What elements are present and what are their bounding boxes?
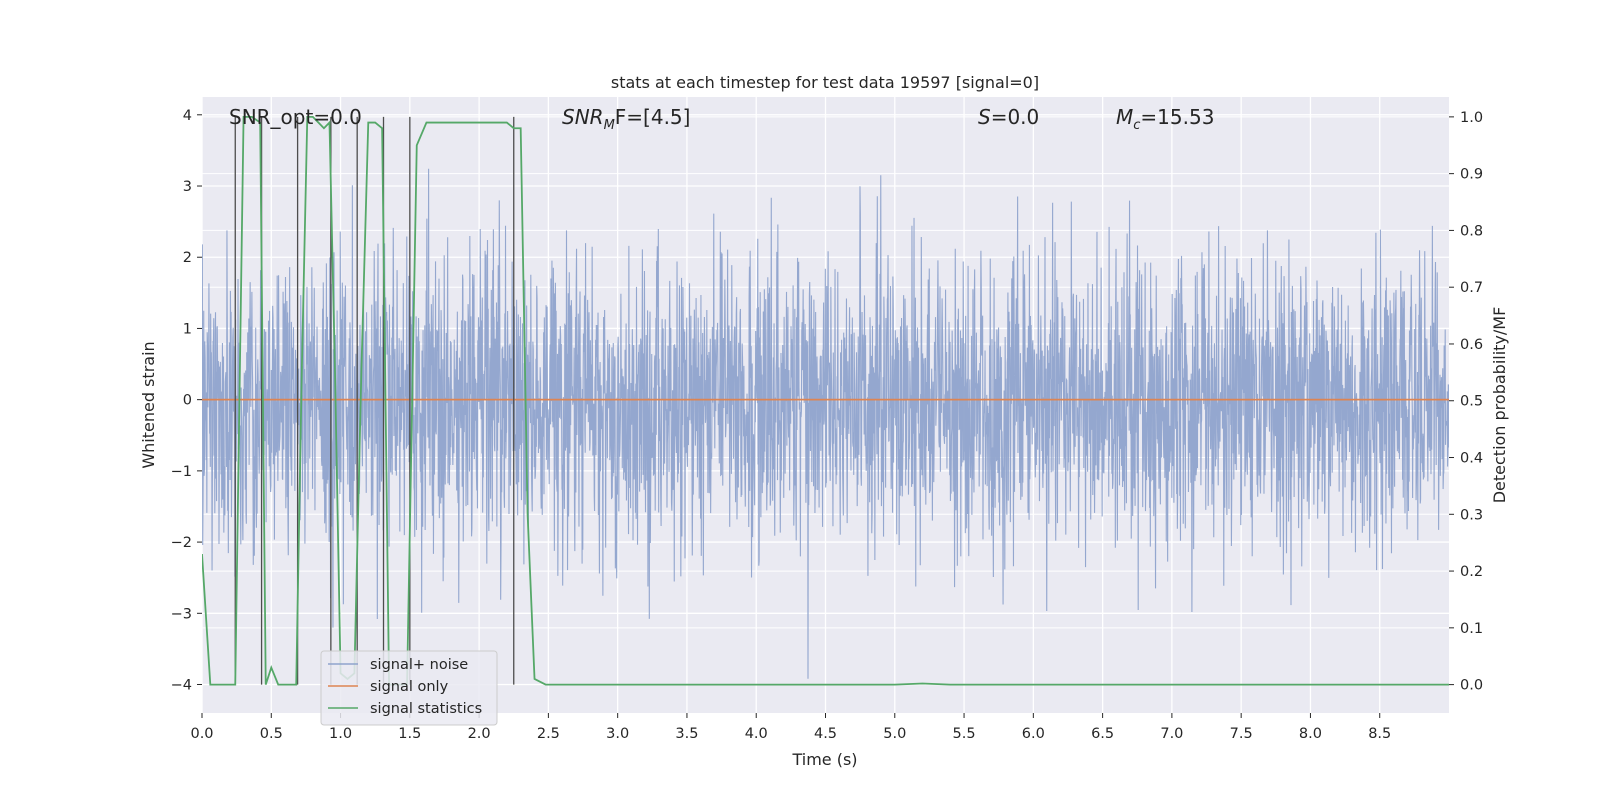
mc-sub: c [1133,118,1140,133]
snr-mf-sub: M [604,118,615,133]
x-axis-ticks: 0.0 0.5 1.0 1.5 2.0 2.5 3.0 3.5 4.0 4.5 5.0 5.5 6.0 6… [190,713,1391,742]
y2-tick-label: 1.0 [1460,110,1483,126]
mc-annotation: Mc=15.53 [1116,105,1214,133]
x-tick-label: 6.5 [1091,726,1114,742]
chart-title: stats at each timestep for test data 195… [611,73,1039,92]
s-var: S [978,105,991,129]
x-tick-label: 0.5 [260,726,283,742]
x-tick-label: 6.0 [1022,726,1045,742]
y2-tick-label: 0.3 [1460,507,1483,523]
legend-label-signal-only: signal only [370,679,449,695]
x-tick-label: 7.5 [1230,726,1253,742]
x-tick-label: 2.5 [537,726,560,742]
snr-opt-annotation: SNR_opt=0.0 [229,105,362,129]
s-annotation: S=0.0 [978,105,1039,129]
y2-tick-label: 0.9 [1460,167,1483,183]
y-tick-label: −3 [171,606,192,622]
snr-mf-annotation: SNRMF=[4.5] [562,105,690,133]
x-tick-label: 5.0 [883,726,906,742]
mc-var: M [1116,105,1133,129]
y2-tick-label: 0.1 [1460,621,1483,637]
y2-tick-label: 0.7 [1460,280,1483,296]
x-tick-label: 4.5 [814,726,837,742]
y-axis-label: Whitened strain [139,341,158,468]
x-tick-label: 7.0 [1160,726,1183,742]
y-tick-label: 0 [183,393,192,409]
legend-label-signal-noise: signal+ noise [370,657,468,673]
x-tick-label: 1.5 [398,726,421,742]
y2-tick-label: 0.0 [1460,678,1483,694]
x-tick-label: 8.0 [1299,726,1322,742]
x-tick-label: 3.0 [606,726,629,742]
y2-axis-label: Detection probability/MF [1490,307,1509,504]
snr-mf-tail: F=[4.5] [615,105,691,129]
snr-mf-main: SNR [562,105,604,129]
y-tick-label: −2 [171,535,192,551]
x-tick-label: 5.5 [953,726,976,742]
x-tick-label: 8.5 [1368,726,1391,742]
y2-tick-label: 0.5 [1460,394,1483,410]
y-tick-label: −1 [171,464,192,480]
y-axis-ticks: 4 3 2 1 0 −1 −2 −3 −4 [171,108,202,694]
y2-tick-label: 0.4 [1460,451,1483,467]
x-axis-label: Time (s) [791,750,857,769]
y-tick-label: 2 [183,250,192,266]
x-tick-label: 1.0 [329,726,352,742]
y-tick-label: 3 [183,179,192,195]
mc-val: =15.53 [1140,105,1214,129]
x-tick-label: 2.0 [468,726,491,742]
s-val: =0.0 [991,105,1040,129]
y-tick-label: 1 [183,321,192,337]
signal-statistics-series [202,115,1449,686]
y-tick-label: −4 [171,678,192,694]
y2-tick-label: 0.8 [1460,223,1483,239]
statistics-line [202,115,1449,686]
legend-box [320,650,498,726]
x-tick-label: 0.0 [190,726,213,742]
legend: signal+ noise signal only signal statist… [320,650,498,726]
y-tick-label: 4 [183,108,192,124]
legend-label-signal-statistics: signal statistics [370,701,482,717]
y2-tick-label: 0.2 [1460,564,1483,580]
y2-tick-label: 0.6 [1460,337,1483,353]
x-tick-label: 4.0 [745,726,768,742]
y2-axis-ticks: 1.0 0.9 0.8 0.7 0.6 0.5 0.4 0.3 0.2 0.1 0.0 [1449,110,1483,694]
x-tick-label: 3.5 [675,726,698,742]
